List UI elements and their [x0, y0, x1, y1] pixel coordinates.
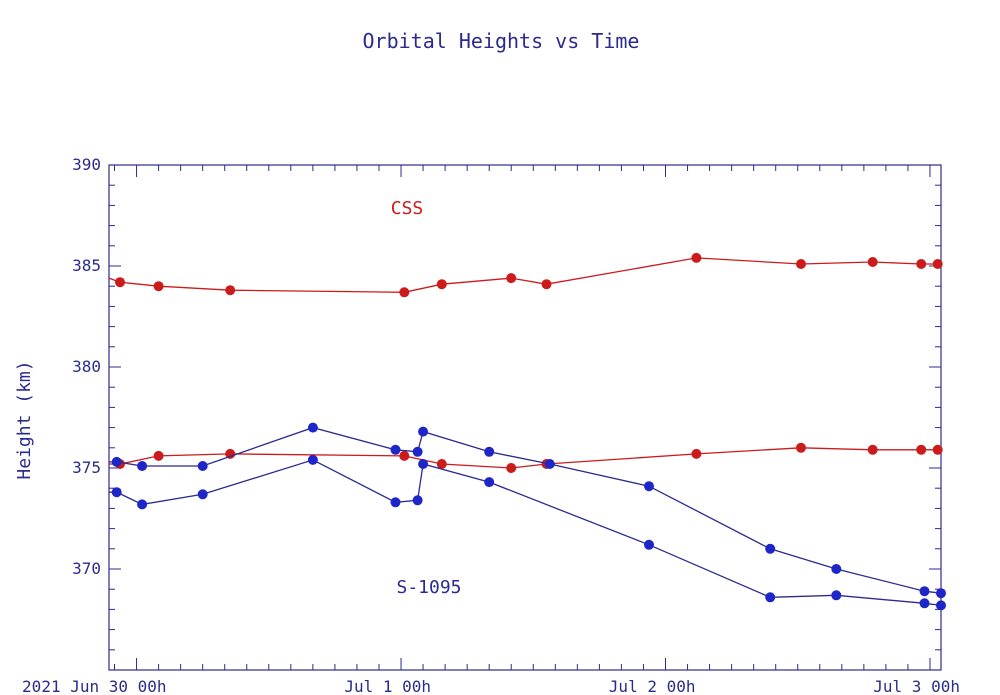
data-point [541, 279, 552, 290]
series-css-1 [109, 442, 943, 473]
data-point [506, 463, 517, 473]
data-point [796, 259, 806, 269]
data-point [307, 422, 318, 433]
data-point [932, 444, 943, 455]
data-point [936, 588, 946, 599]
data-point [484, 477, 495, 488]
data-point [765, 592, 776, 603]
x-tick-label: Jul 3 00h [873, 677, 960, 695]
data-point [916, 259, 927, 269]
data-point [436, 459, 447, 469]
data-point [115, 277, 125, 288]
y-tick-label: 370 [72, 559, 101, 578]
data-point [436, 279, 447, 290]
data-point [867, 444, 878, 455]
data-point [765, 543, 776, 554]
data-point [197, 489, 208, 500]
data-point [544, 459, 555, 469]
data-point [137, 499, 148, 510]
data-point [919, 598, 930, 609]
x-tick-label: Jul 1 00h [344, 677, 431, 695]
series-line [109, 459, 942, 607]
annotation-css: CSS [391, 198, 424, 219]
data-point [644, 539, 654, 550]
data-point [936, 600, 946, 611]
x-tick-labels: 2021 Jun 30 00h Jul 1 00h Jul 2 00h Jul 3 0… [22, 677, 960, 695]
data-point [484, 446, 495, 457]
data-point [225, 448, 236, 459]
data-point [307, 454, 318, 465]
y-tick-label: 380 [72, 357, 101, 376]
data-point [225, 285, 236, 296]
series-css-0 [108, 252, 943, 298]
data-point [197, 461, 208, 471]
y-tick-label: 385 [72, 256, 101, 275]
series-layer [108, 252, 946, 611]
y-tick-labels: 390 385 380 375 370 [72, 155, 101, 578]
data-point [390, 497, 401, 508]
annotation-s1095: S-1095 [396, 577, 461, 598]
series-s-1095-2 [109, 422, 946, 599]
data-point [919, 586, 930, 597]
data-point [916, 444, 927, 455]
data-point [831, 564, 842, 574]
data-point [390, 444, 401, 455]
data-point [153, 450, 164, 461]
data-point [137, 461, 148, 471]
plot-frame [108, 164, 942, 671]
data-point [691, 252, 702, 263]
data-point [153, 281, 164, 292]
data-point [831, 590, 842, 601]
series-s-1095-3 [109, 454, 946, 611]
data-point [111, 456, 122, 467]
data-point [418, 426, 429, 437]
y-axis-label: Height (km) [14, 360, 35, 479]
data-point [796, 442, 806, 453]
data-point [506, 273, 517, 284]
data-point [932, 259, 943, 269]
y-tick-label: 390 [72, 155, 101, 174]
data-point [691, 448, 702, 459]
x-tick-label: Jul 2 00h [609, 677, 696, 695]
data-point [867, 257, 878, 267]
data-point [644, 481, 654, 492]
data-point [418, 459, 429, 469]
minor-ticks [109, 165, 941, 670]
data-point [399, 287, 410, 298]
data-point [399, 450, 410, 461]
data-point [412, 495, 423, 506]
data-point [111, 487, 122, 498]
y-tick-label: 375 [72, 458, 101, 477]
data-point [412, 446, 423, 457]
x-tick-label: 2021 Jun 30 00h [22, 677, 167, 695]
chart-title: Orbital Heights vs Time [363, 29, 640, 53]
